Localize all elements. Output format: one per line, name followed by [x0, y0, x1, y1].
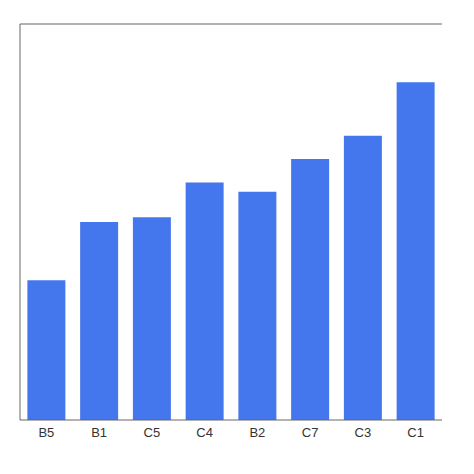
svg-text:C4: C4 [196, 425, 213, 440]
svg-text:B5: B5 [38, 425, 54, 440]
svg-text:B2: B2 [249, 425, 265, 440]
svg-text:C3: C3 [355, 425, 372, 440]
svg-text:C7: C7 [302, 425, 319, 440]
svg-text:B1: B1 [91, 425, 107, 440]
svg-text:C1: C1 [407, 425, 424, 440]
svg-text:C5: C5 [144, 425, 161, 440]
